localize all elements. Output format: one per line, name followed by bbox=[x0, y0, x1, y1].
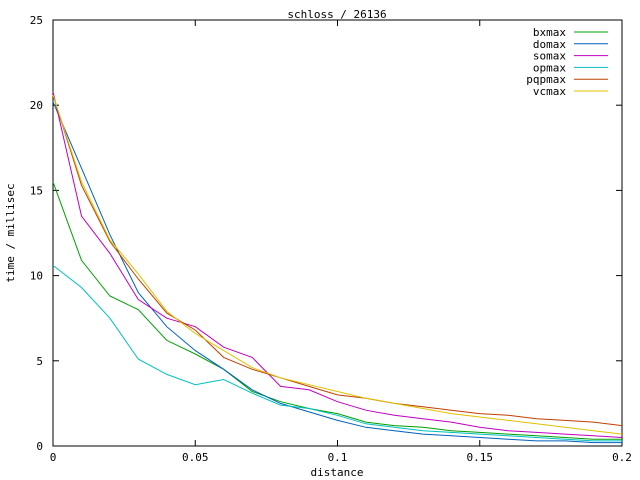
y-tick-label: 0 bbox=[36, 440, 43, 453]
x-tick-label: 0.2 bbox=[612, 451, 632, 464]
legend-label-bxmax: bxmax bbox=[533, 26, 566, 39]
series-lines bbox=[52, 91, 623, 444]
series-line-vcmax bbox=[52, 94, 623, 435]
y-tick-label: 15 bbox=[30, 184, 43, 197]
y-tick-label: 10 bbox=[30, 270, 43, 283]
y-axis-label: time / millisec bbox=[4, 183, 17, 282]
series-line-bxmax bbox=[52, 181, 622, 440]
x-axis-label: distance bbox=[311, 466, 364, 479]
y-tick-label: 5 bbox=[36, 355, 43, 368]
legend-label-domax: domax bbox=[533, 38, 566, 51]
x-tick-label: 0.1 bbox=[328, 451, 348, 464]
x-tick-label: 0.15 bbox=[467, 451, 494, 464]
legend-label-pqpmax: pqpmax bbox=[526, 73, 566, 86]
x-tick-label: 0 bbox=[50, 451, 57, 464]
chart-title: schloss / 26136 bbox=[287, 8, 386, 21]
axis-ticks: 0 5 10 15 20 25 0 0.05 0.1 0.15 0.2 bbox=[30, 14, 632, 464]
legend-label-vcmax: vcmax bbox=[533, 85, 566, 98]
series-line-somax bbox=[52, 91, 623, 438]
y-tick-label: 20 bbox=[30, 99, 43, 112]
x-tick-label: 0.05 bbox=[182, 451, 209, 464]
series-line-opmax bbox=[52, 265, 622, 442]
legend-label-somax: somax bbox=[533, 50, 566, 63]
series-line-pqpmax bbox=[52, 94, 623, 427]
legend-label-opmax: opmax bbox=[533, 61, 566, 74]
series-line-domax bbox=[52, 101, 622, 444]
y-tick-label: 25 bbox=[30, 14, 43, 27]
